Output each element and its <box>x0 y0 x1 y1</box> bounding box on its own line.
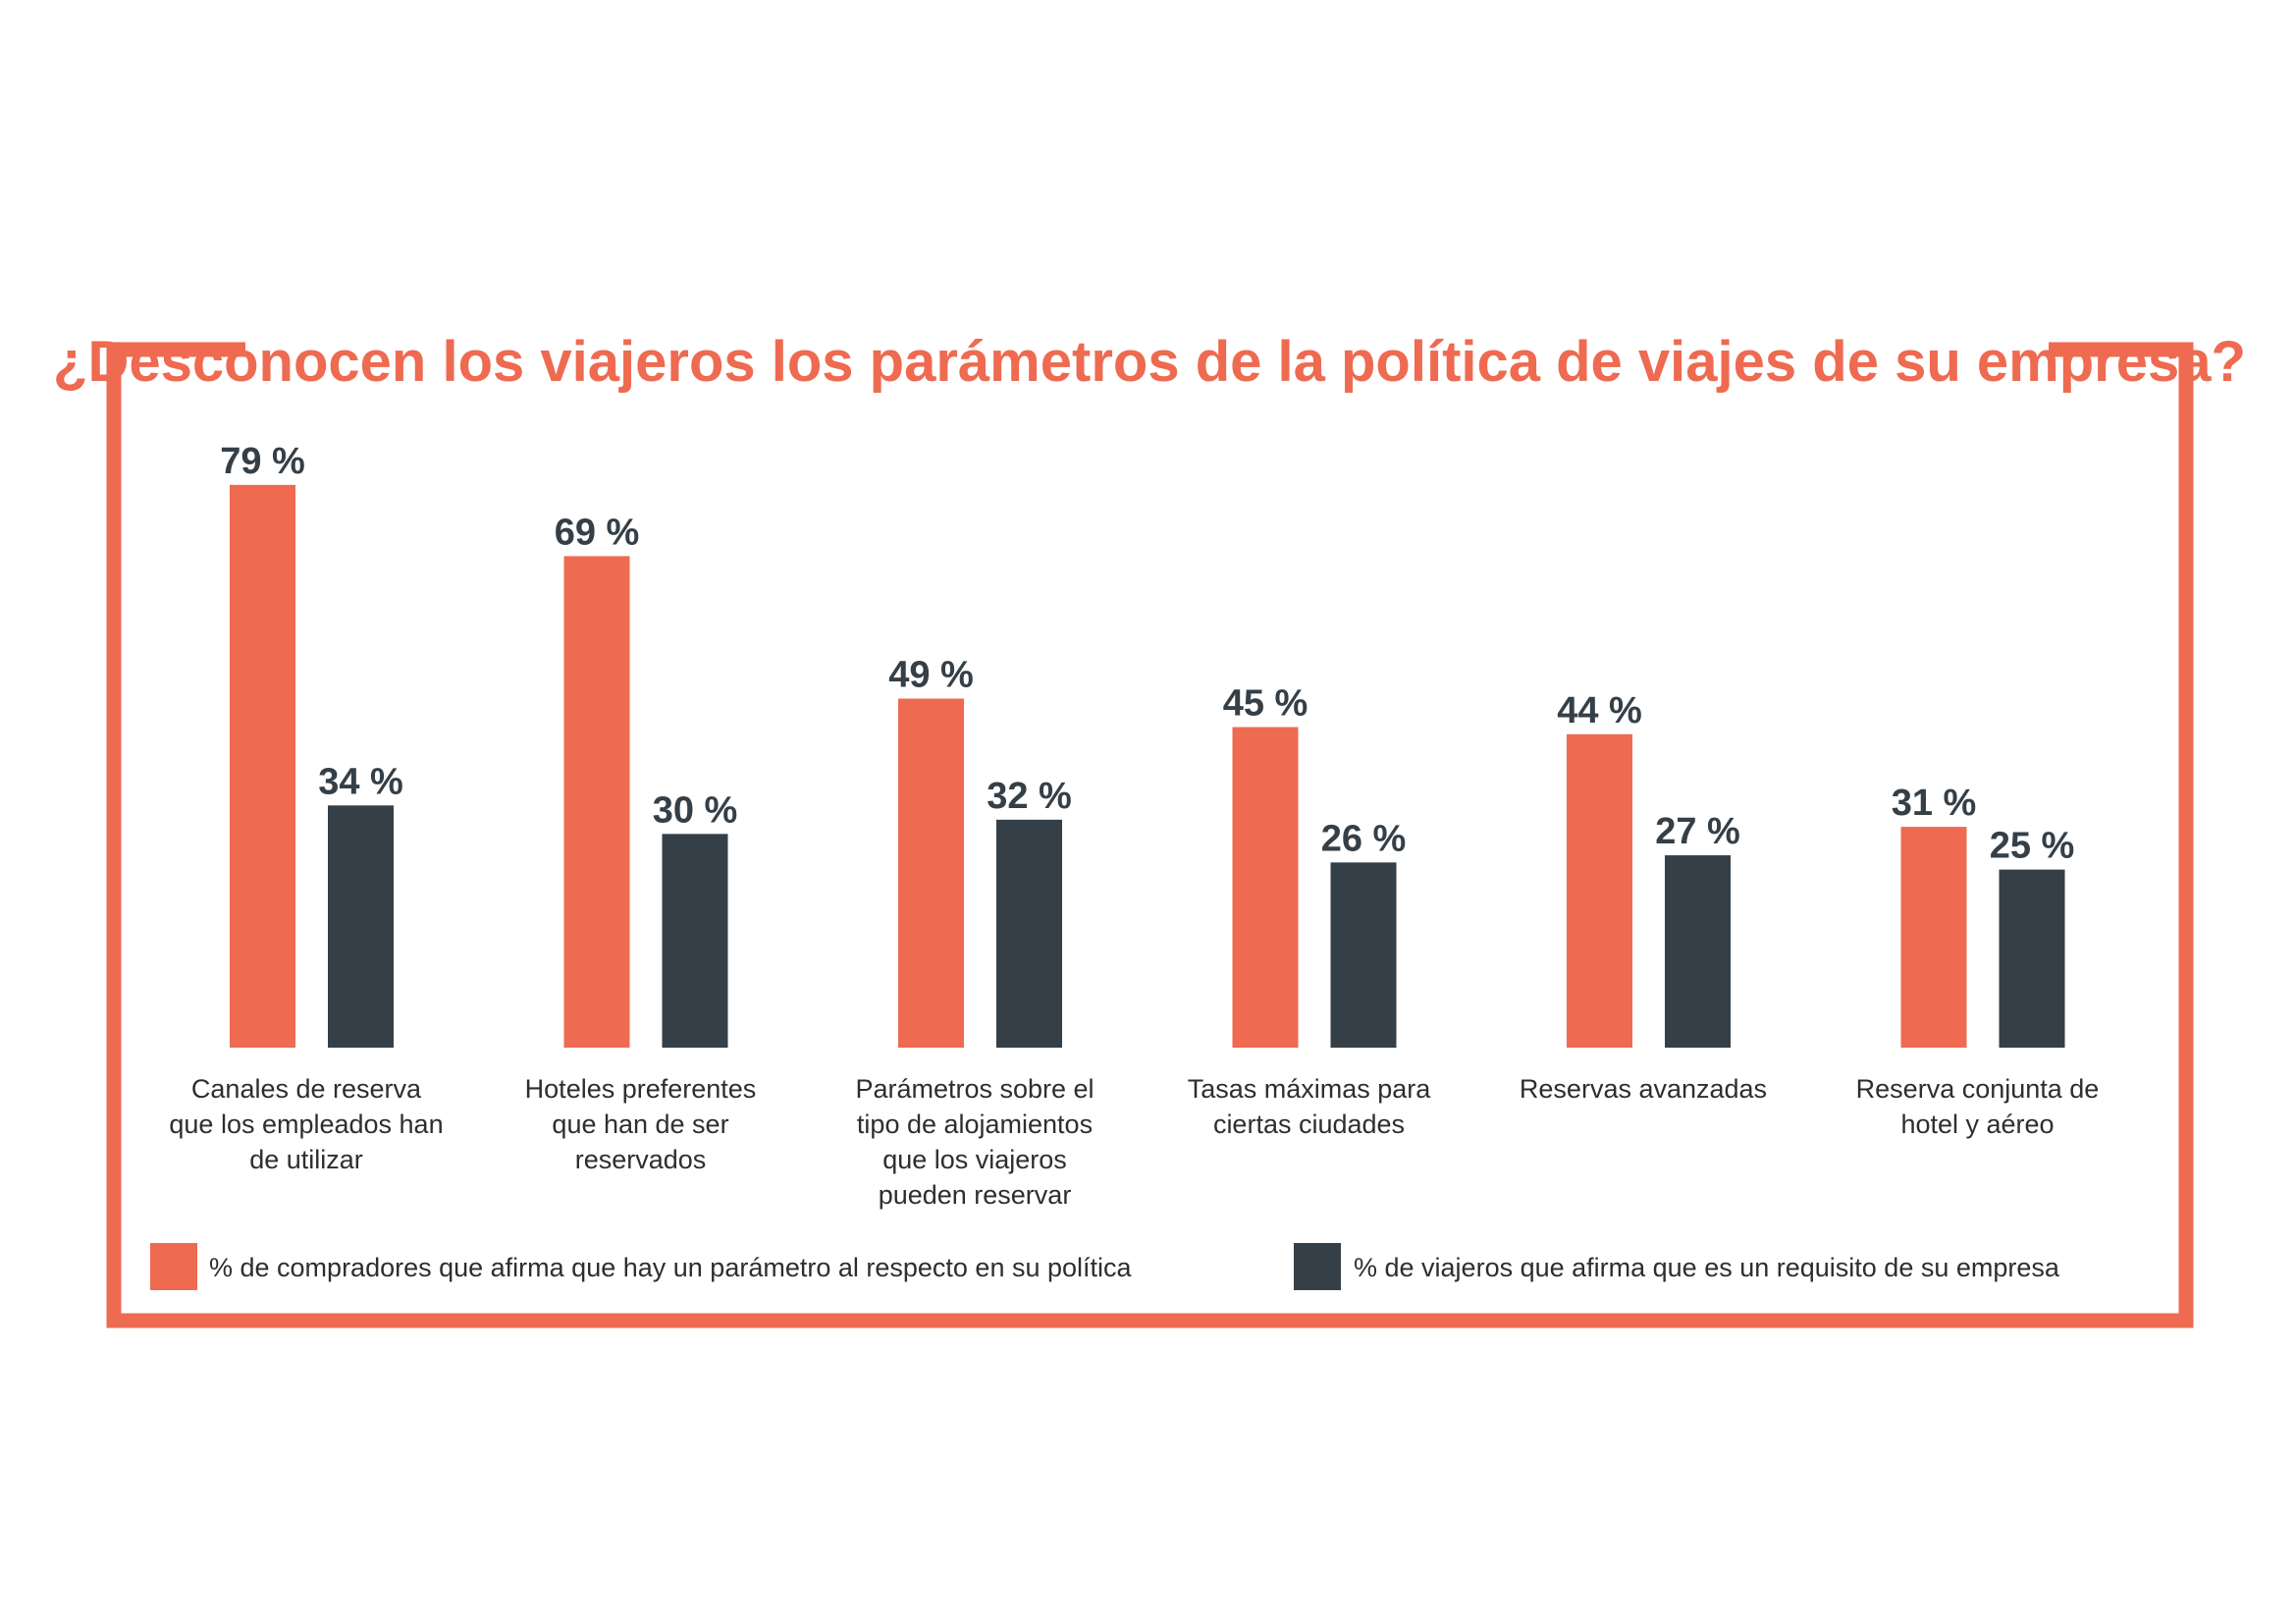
bar-viajeros-reservas-avanzadas <box>1665 855 1731 1048</box>
value-label-viajeros-reservas-avanzadas: 27 % <box>1655 811 1740 852</box>
category-label-tasas-maximas-para: Tasas máximas para ciertas ciudades <box>1188 1074 1432 1139</box>
value-label-compradores-parametros-sobre-el: 49 % <box>888 655 974 696</box>
bar-compradores-canales-de-reserva <box>230 484 295 1049</box>
value-label-compradores-tasas-maximas-para: 45 % <box>1223 683 1308 725</box>
bar-viajeros-reserva-conjunta-de <box>1999 869 2065 1048</box>
value-label-viajeros-tasas-maximas-para: 26 % <box>1321 818 1407 859</box>
category-label-parametros-sobre-el: Parámetros sobre el tipo de alojamientos q… <box>855 1074 1094 1210</box>
chart-title: ¿Desconocen los viajeros los parámetros … <box>53 330 2246 394</box>
value-label-viajeros-reserva-conjunta-de: 25 % <box>1990 826 2075 867</box>
legend-swatch-viajeros <box>1294 1243 1341 1290</box>
category-label-canales-de-reserva: Canales de reserva que los empleados han d… <box>169 1074 443 1174</box>
value-labels-group: 79 % 34 % 69 % 30 % 49 % 32 % 45 % 26 % 44 % 27 %… <box>220 441 2074 867</box>
category-labels-group: Canales de reserva que los empleados han d… <box>169 1074 2099 1210</box>
value-label-compradores-reservas-avanzadas: 44 % <box>1557 690 1642 731</box>
legend-swatch-compradores <box>150 1243 197 1290</box>
bar-compradores-reservas-avanzadas <box>1567 733 1632 1048</box>
category-label-reserva-conjunta-de: Reserva conjunta de hotel y aéreo <box>1856 1074 2100 1139</box>
legend-label-viajeros: % de viajeros que afirma que es un requi… <box>1354 1253 2060 1282</box>
value-label-viajeros-hoteles-preferentes: 30 % <box>653 789 738 831</box>
frame-border-right <box>481 342 2194 1328</box>
category-label-reservas-avanzadas: Reservas avanzadas <box>1520 1074 1767 1104</box>
value-label-compradores-hoteles-preferentes: 69 % <box>555 512 640 553</box>
bar-viajeros-parametros-sobre-el <box>996 819 1062 1048</box>
bar-viajeros-hoteles-preferentes <box>662 834 728 1048</box>
bars-group <box>230 484 2065 1049</box>
frame-border-left <box>106 342 491 1328</box>
category-label-hoteles-preferentes: Hoteles preferentes que han de ser reserva… <box>525 1074 757 1174</box>
bar-compradores-tasas-maximas-para <box>1232 727 1299 1048</box>
legend-label-compradores: % de compradores que afirma que hay un p… <box>209 1253 1133 1282</box>
value-label-viajeros-canales-de-reserva: 34 % <box>318 761 403 802</box>
bar-viajeros-canales-de-reserva <box>328 805 394 1048</box>
legend: % de compradores que afirma que hay un p… <box>150 1243 2060 1290</box>
value-label-viajeros-parametros-sobre-el: 32 % <box>987 776 1072 817</box>
value-label-compradores-reserva-conjunta-de: 31 % <box>1892 783 1977 824</box>
value-label-compradores-canales-de-reserva: 79 % <box>220 441 305 482</box>
bar-compradores-parametros-sobre-el <box>898 698 964 1048</box>
bar-compradores-reserva-conjunta-de <box>1900 827 1967 1048</box>
bar-compradores-hoteles-preferentes <box>563 556 630 1048</box>
bar-viajeros-tasas-maximas-para <box>1330 862 1397 1048</box>
